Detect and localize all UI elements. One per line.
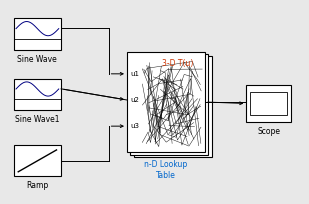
Bar [14,79,61,110]
Text: u1: u1 [130,71,139,77]
Text: Sine Wave: Sine Wave [18,55,57,64]
Text: Scope: Scope [257,127,280,136]
Text: u3: u3 [130,123,139,129]
Text: 3-D T(u): 3-D T(u) [162,59,193,68]
Bar [134,56,212,157]
Text: Ramp: Ramp [26,182,49,191]
Bar [14,19,61,50]
Bar [14,145,61,176]
Bar [127,52,205,152]
Text: n-D Lookup
Table: n-D Lookup Table [144,160,188,180]
Bar [246,85,291,122]
Bar [130,54,208,154]
Text: Sine Wave1: Sine Wave1 [15,115,60,124]
Bar [250,92,287,115]
Text: u2: u2 [130,97,139,103]
